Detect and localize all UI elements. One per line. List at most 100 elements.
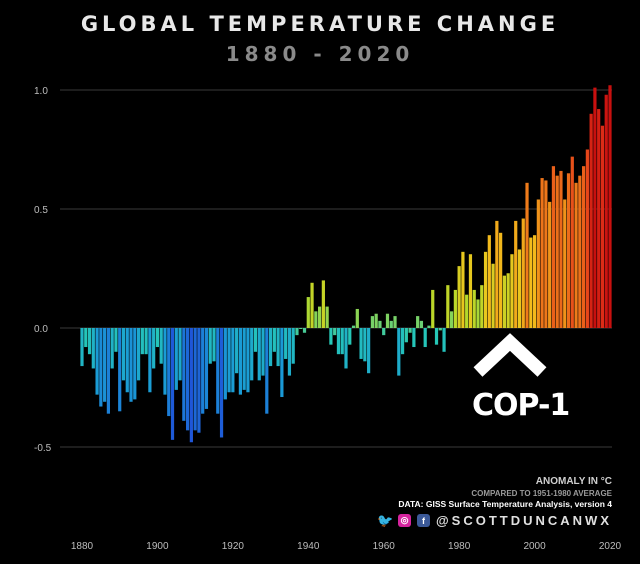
temperature-bar (517, 249, 522, 328)
temperature-bar (231, 328, 235, 393)
temperature-bar (280, 328, 284, 398)
temperature-bar (189, 328, 193, 443)
temperature-bar (600, 125, 605, 328)
temperature-bar (510, 254, 514, 328)
temperature-bar (204, 328, 209, 409)
x-tick-label: 1960 (373, 541, 396, 552)
temperature-bar (250, 328, 254, 381)
temperature-bar (446, 285, 450, 328)
temperature-bar (265, 328, 269, 414)
temperature-bar (121, 328, 126, 381)
temperature-bar (593, 87, 597, 329)
temperature-bar (253, 328, 258, 352)
temperature-bar (608, 85, 612, 329)
temperature-bar (299, 328, 303, 329)
chart-title: GLOBAL TEMPERATURE CHANGE (80, 12, 560, 36)
x-tick-label: 1940 (297, 541, 320, 552)
temperature-bar (287, 328, 292, 376)
temperature-bar (597, 109, 601, 328)
temperature-bar (306, 297, 310, 328)
temperature-bar (261, 328, 265, 376)
temperature-bar (525, 182, 529, 328)
temperature-bar (295, 328, 299, 336)
y-tick-label: 0.5 (34, 205, 48, 216)
cop-annotation-label: COP-1 (472, 388, 570, 423)
x-tick-label: 1900 (146, 541, 169, 552)
temperature-bar (589, 113, 593, 328)
temperature-bar (397, 328, 401, 376)
temperature-bar (400, 328, 405, 355)
temperature-bar (159, 328, 163, 364)
temperature-bar (344, 328, 348, 369)
temperature-bar (223, 328, 227, 400)
temperature-bar (544, 180, 548, 328)
temperature-bar (581, 166, 586, 328)
y-tick-label: 0.0 (34, 324, 48, 335)
temperature-bar (238, 328, 243, 395)
temperature-bar (540, 178, 544, 328)
temperature-bar (272, 328, 276, 352)
temperature-bar (514, 220, 518, 328)
temperature-bar (389, 320, 393, 328)
temperature-bar (152, 328, 156, 369)
temperature-bar (404, 328, 408, 343)
temperature-bar (427, 325, 431, 328)
temperature-bar (325, 306, 329, 328)
temperature-bar (219, 328, 224, 438)
temperature-bar (208, 328, 212, 364)
temperature-bar (438, 328, 442, 331)
temperature-bar (555, 175, 559, 328)
temperature-bar (182, 328, 186, 421)
temperature-bar (321, 280, 325, 328)
temperature-bar (133, 328, 137, 400)
temperature-bar (284, 328, 288, 359)
twitter-icon: 🐦 (377, 512, 394, 528)
temperature-bar (212, 328, 216, 362)
temperature-bar (502, 275, 507, 328)
temperature-bar (201, 328, 205, 414)
temperature-bar (506, 273, 510, 328)
temperature-bar (491, 263, 495, 328)
x-tick-label: 1880 (71, 541, 94, 552)
temperature-bar (480, 285, 484, 328)
temperature-bar (374, 313, 378, 328)
temperature-bar (419, 320, 424, 328)
anomaly-unit-label: ANOMALY IN °C (535, 476, 612, 487)
temperature-bar (408, 328, 412, 333)
temperature-bar (521, 218, 525, 328)
temperature-bar (563, 199, 567, 328)
temperature-bar (91, 328, 95, 369)
temperature-bar (382, 328, 386, 336)
temperature-bar (106, 328, 111, 414)
baseline-note: COMPARED TO 1951-1980 AVERAGE (471, 488, 612, 498)
temperature-bar (242, 328, 246, 390)
temperature-bar (604, 94, 608, 328)
temperature-bar (483, 251, 488, 328)
temperature-bar (227, 328, 231, 393)
temperature-bar (110, 328, 114, 369)
facebook-icon: f (417, 514, 430, 528)
temperature-bar (453, 289, 457, 328)
temperature-bar (385, 313, 390, 328)
temperature-bar (333, 328, 337, 336)
temperature-bar (291, 328, 295, 364)
temperature-bar (84, 328, 88, 348)
temperature-bar (114, 328, 118, 352)
temperature-bar (551, 166, 556, 328)
temperature-bar (167, 328, 171, 417)
temperature-bar (136, 328, 141, 381)
temperature-bar (257, 328, 261, 381)
temperature-bar (310, 282, 314, 328)
author-handle: @SCOTTDUNCANWX (436, 513, 612, 529)
temperature-bar (193, 328, 197, 431)
temperature-bar (585, 149, 589, 328)
instagram-icon: ◎ (398, 514, 411, 528)
temperature-bar (140, 328, 144, 355)
temperature-bar (125, 328, 129, 393)
temperature-bar (276, 328, 280, 367)
temperature-bar (461, 251, 465, 328)
temperature-bar (559, 170, 563, 328)
temperature-bar (80, 328, 84, 367)
temperature-bar (468, 254, 473, 328)
x-tick-label: 1980 (448, 541, 471, 552)
